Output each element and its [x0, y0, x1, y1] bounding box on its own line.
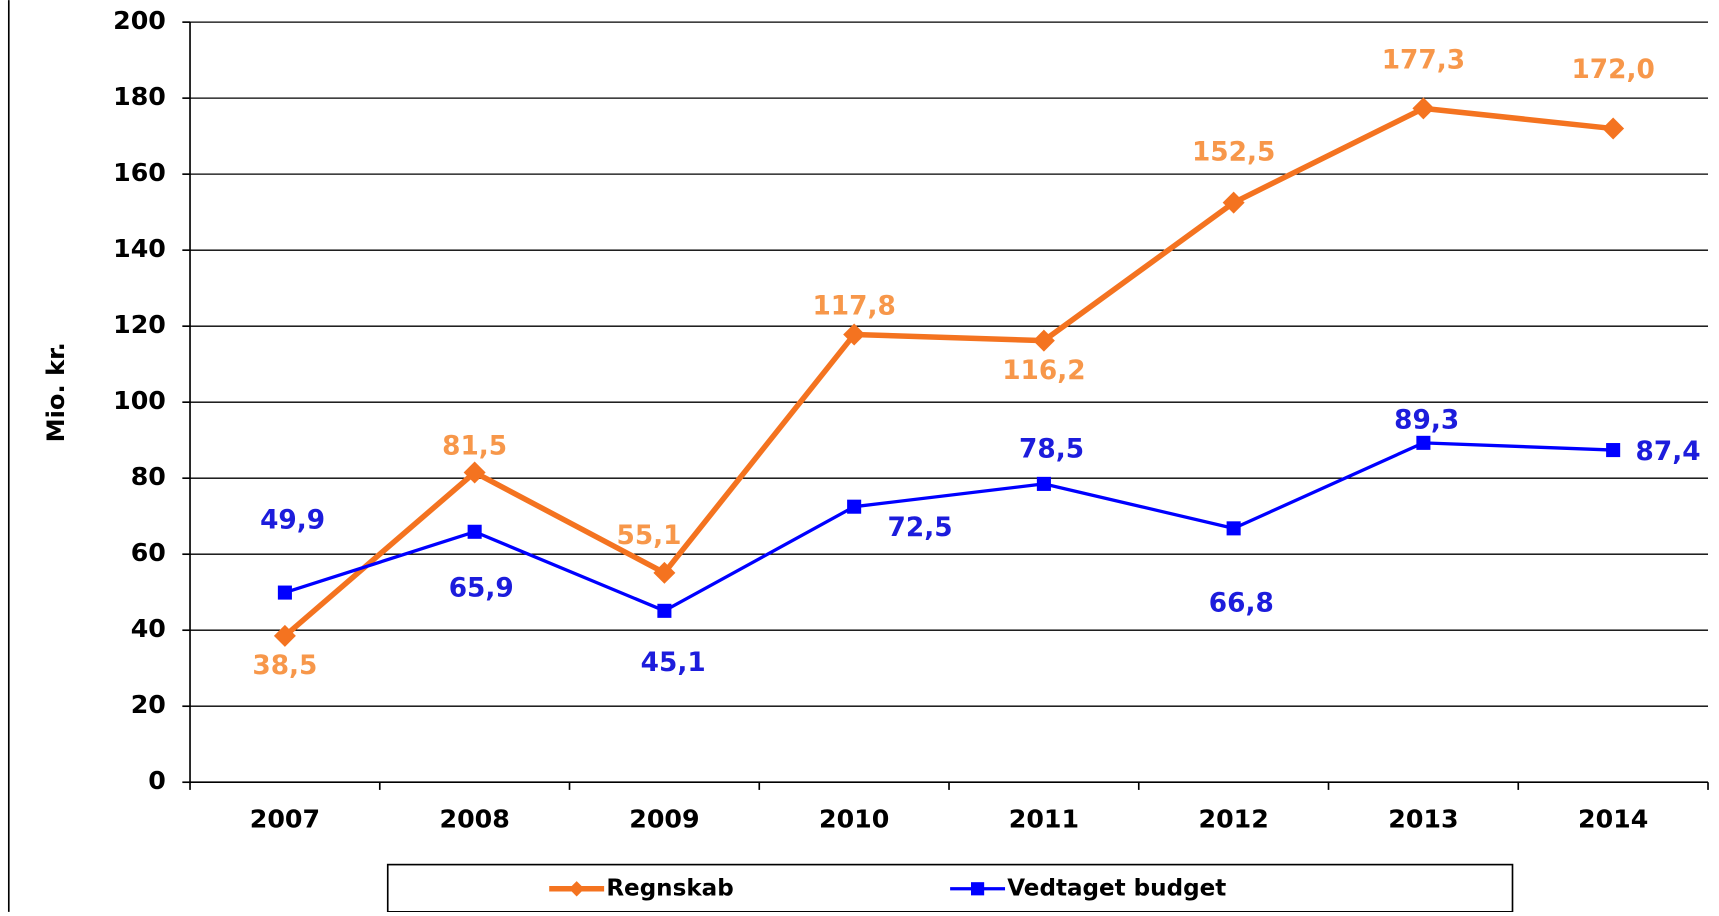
data-label: 66,8: [1209, 589, 1274, 619]
y-tick-label: 80: [131, 462, 166, 491]
x-tick-label: 2009: [629, 805, 699, 834]
x-tick-label: 2008: [440, 805, 510, 834]
data-label: 177,3: [1382, 46, 1465, 76]
legend-label: Vedtaget budget: [1007, 875, 1226, 901]
data-label: 172,0: [1571, 55, 1654, 85]
data-label: 55,1: [616, 521, 681, 551]
x-tick-label: 2013: [1388, 805, 1458, 834]
data-label: 89,3: [1394, 405, 1459, 435]
marker: [657, 603, 672, 618]
legend-label: Regnskab: [606, 875, 733, 901]
marker: [1222, 191, 1245, 214]
marker: [1412, 97, 1435, 120]
legend-marker: [568, 881, 585, 897]
y-tick-label: 100: [113, 386, 166, 415]
data-label: 78,5: [1019, 434, 1084, 464]
y-tick-label: 160: [113, 158, 166, 187]
data-label: 87,4: [1636, 437, 1701, 467]
data-label: 117,8: [812, 292, 895, 322]
data-label: 49,9: [260, 506, 325, 536]
data-label: 38,5: [252, 651, 317, 681]
marker: [277, 585, 292, 600]
marker: [1606, 443, 1621, 458]
x-tick-label: 2014: [1578, 805, 1648, 834]
y-tick-label: 180: [113, 82, 166, 111]
marker: [1226, 521, 1241, 536]
data-label: 65,9: [449, 573, 514, 603]
data-label: 72,5: [888, 513, 953, 543]
series-line: [284, 441, 1614, 613]
series-line: [283, 105, 1614, 638]
y-tick-label: 200: [113, 6, 166, 35]
x-tick-label: 2010: [819, 805, 889, 834]
y-tick-label: 0: [148, 766, 166, 795]
x-tick-label: 2012: [1199, 805, 1269, 834]
marker: [653, 561, 676, 584]
y-tick-label: 140: [113, 234, 166, 263]
data-label: 45,1: [641, 648, 706, 678]
marker: [1032, 329, 1055, 352]
marker: [1036, 476, 1051, 491]
y-tick-label: 60: [131, 538, 166, 567]
data-label: 81,5: [442, 432, 507, 462]
y-tick-label: 40: [131, 614, 166, 643]
marker: [467, 524, 482, 539]
data-label: 152,5: [1192, 138, 1275, 168]
marker: [1602, 117, 1625, 140]
y-tick-label: 120: [113, 310, 166, 339]
x-tick-label: 2011: [1009, 805, 1079, 834]
y-tick-label: 20: [131, 690, 166, 719]
data-label: 116,2: [1002, 356, 1085, 386]
x-tick-label: 2007: [250, 805, 320, 834]
marker: [1416, 435, 1431, 450]
marker: [847, 499, 862, 514]
legend-marker: [970, 882, 985, 896]
y-axis-label: Mio. kr.: [42, 342, 70, 442]
